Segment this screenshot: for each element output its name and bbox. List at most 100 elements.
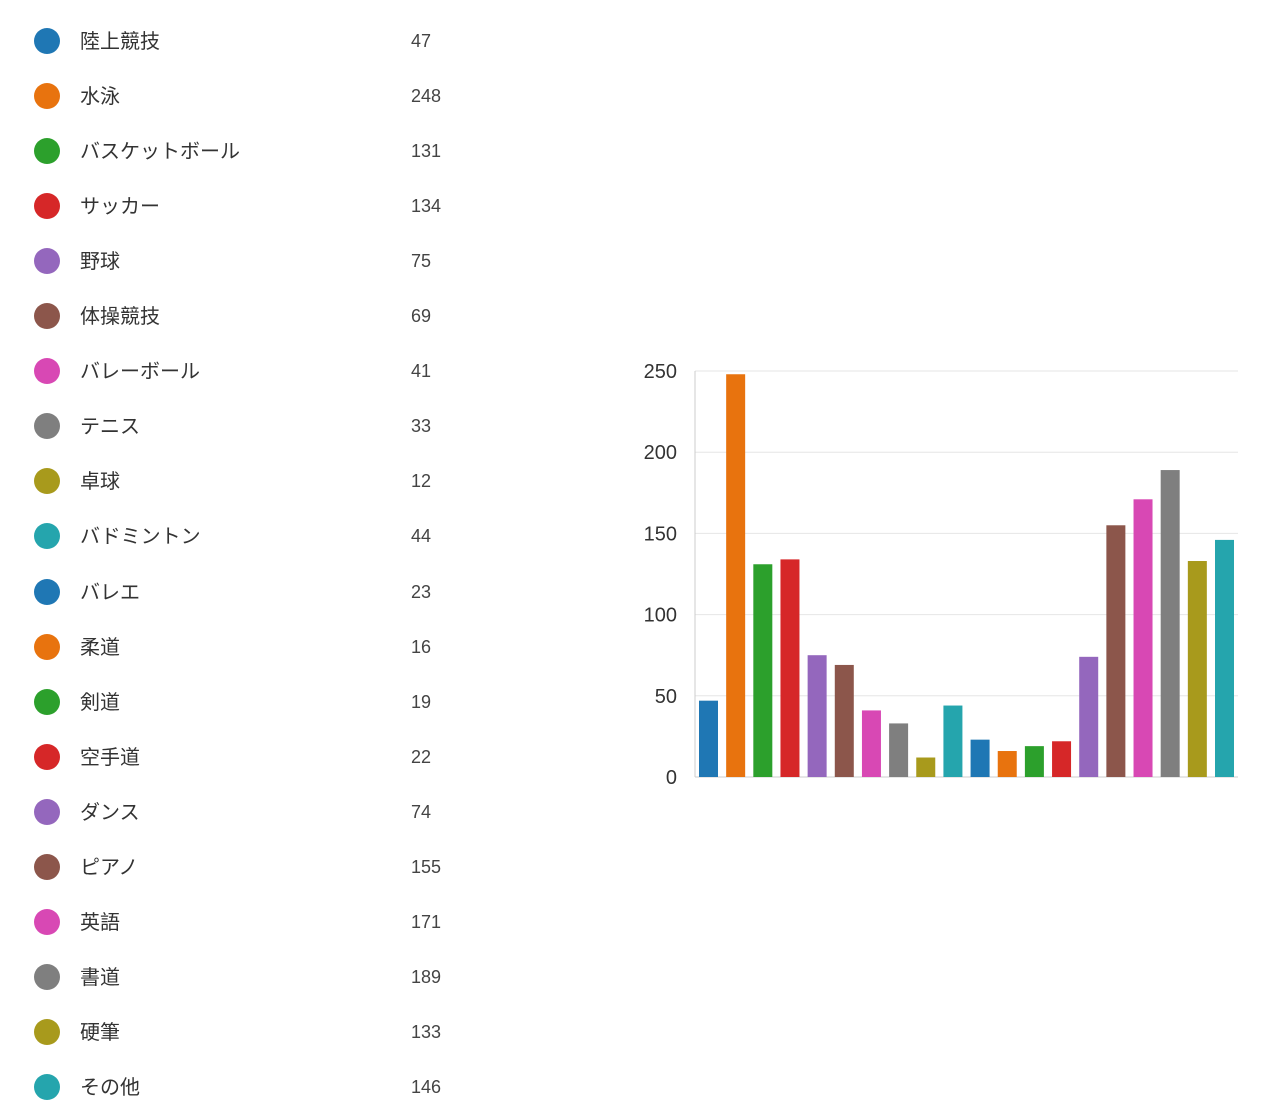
axes (694, 371, 1238, 778)
legend-label: 卓球 (80, 469, 120, 494)
y-axis-ticks: 0 50 100 150 200 250 (644, 361, 677, 789)
legend-swatch (34, 248, 60, 275)
bar[interactable] (1106, 525, 1126, 777)
legend-item[interactable]: 剣道 19 (0, 687, 480, 717)
y-tick-label: 250 (644, 361, 677, 383)
legend-swatch (34, 798, 60, 825)
legend-item[interactable]: 書道 189 (0, 962, 480, 992)
legend-value: 41 (411, 361, 432, 382)
legend-label: サッカー (80, 194, 160, 219)
bar[interactable] (1024, 746, 1044, 777)
legend-item[interactable]: 体操競技 69 (0, 301, 480, 331)
legend-value: 248 (411, 86, 442, 107)
legend-value: 189 (411, 966, 442, 987)
legend-item[interactable]: 野球 75 (0, 246, 480, 276)
legend-item[interactable]: 卓球 12 (0, 466, 480, 496)
legend-value: 19 (411, 691, 432, 712)
legend-value: 131 (411, 141, 442, 162)
bar[interactable] (861, 710, 881, 777)
legend-item[interactable]: サッカー 134 (0, 191, 480, 221)
legend-value: 22 (411, 746, 432, 767)
legend-swatch (34, 138, 60, 165)
legend-swatch (34, 303, 60, 330)
bar[interactable] (1215, 539, 1234, 777)
legend-swatch (34, 963, 60, 990)
y-tick-label: 50 (655, 686, 677, 708)
legend-label: ダンス (80, 799, 140, 824)
legend-label: 陸上競技 (80, 29, 160, 53)
legend-swatch (34, 523, 60, 550)
bar[interactable] (970, 739, 990, 777)
legend-label: バレエ (80, 579, 140, 604)
legend-swatch (34, 468, 60, 495)
legend-value: 134 (411, 196, 442, 217)
legend-swatch (34, 83, 60, 110)
legend-value: 74 (411, 801, 432, 822)
bar[interactable] (1160, 470, 1180, 777)
bar[interactable] (943, 705, 963, 777)
y-tick-label: 0 (666, 767, 677, 789)
legend-item[interactable]: バレーボール 41 (0, 356, 480, 386)
y-tick-label: 150 (644, 523, 677, 545)
legend-item[interactable]: 陸上競技 47 (0, 26, 480, 56)
legend-value: 23 (411, 581, 432, 602)
bar[interactable] (807, 655, 827, 777)
legend-item[interactable]: 水泳 248 (0, 81, 480, 111)
legend-label: 英語 (80, 909, 120, 934)
legend-value: 75 (411, 251, 432, 272)
y-tick-label: 100 (644, 605, 677, 627)
bars (699, 374, 1234, 777)
legend-value: 155 (411, 856, 442, 877)
legend-label: 空手道 (80, 744, 140, 769)
bar[interactable] (1187, 561, 1207, 777)
bar[interactable] (1079, 656, 1099, 777)
legend-value: 16 (411, 636, 432, 657)
legend-item[interactable]: ダンス 74 (0, 797, 480, 827)
legend-label: バスケットボール (80, 139, 240, 164)
bar[interactable] (1133, 499, 1153, 777)
legend-item[interactable]: バレエ 23 (0, 577, 480, 607)
bar[interactable] (726, 374, 746, 777)
bar[interactable] (889, 723, 909, 777)
bar[interactable] (997, 751, 1017, 777)
legend-value: 69 (411, 306, 432, 327)
legend-value: 12 (411, 471, 432, 492)
legend-label: バドミントン (80, 524, 201, 549)
legend-value: 133 (411, 1021, 442, 1042)
legend-label: 野球 (80, 249, 120, 274)
legend-item[interactable]: ピアノ 155 (0, 852, 480, 882)
legend-item[interactable]: バスケットボール 131 (0, 136, 480, 166)
legend-item[interactable]: バドミントン 44 (0, 521, 480, 551)
legend-value: 44 (411, 526, 432, 547)
bar[interactable] (1052, 741, 1072, 777)
legend-swatch (34, 633, 60, 660)
legend-value: 47 (411, 31, 432, 51)
legend-label: 書道 (80, 964, 120, 989)
legend-label: バレーボール (80, 359, 200, 384)
legend-swatch (34, 578, 60, 605)
bar[interactable] (834, 664, 854, 777)
legend-item[interactable]: 英語 171 (0, 907, 480, 937)
legend-value: 171 (411, 911, 442, 932)
legend-label: 柔道 (80, 634, 120, 659)
legend-swatch (34, 743, 60, 770)
legend-swatch (34, 193, 60, 220)
bar[interactable] (780, 559, 800, 777)
legend-item[interactable]: その他 146 (0, 1072, 480, 1102)
chart-legend: 陸上競技 47 水泳 248 バスケットボール 131 サッカー 134 野球 75 体操競技 69 バ… (0, 0, 480, 1102)
legend-item[interactable]: 硬筆 133 (0, 1017, 480, 1047)
bar[interactable] (916, 757, 936, 777)
y-tick-label: 200 (644, 442, 677, 464)
legend-item[interactable]: 柔道 16 (0, 632, 480, 662)
legend-swatch (34, 853, 60, 880)
legend-item[interactable]: テニス 33 (0, 411, 480, 441)
legend-swatch (34, 1073, 60, 1100)
legend-label: 硬筆 (80, 1019, 120, 1044)
bar[interactable] (699, 700, 718, 777)
legend-label: テニス (80, 414, 140, 439)
legend-item[interactable]: 空手道 22 (0, 742, 480, 772)
bar[interactable] (753, 564, 773, 777)
gridlines (695, 370, 1238, 697)
legend-swatch (34, 688, 60, 715)
